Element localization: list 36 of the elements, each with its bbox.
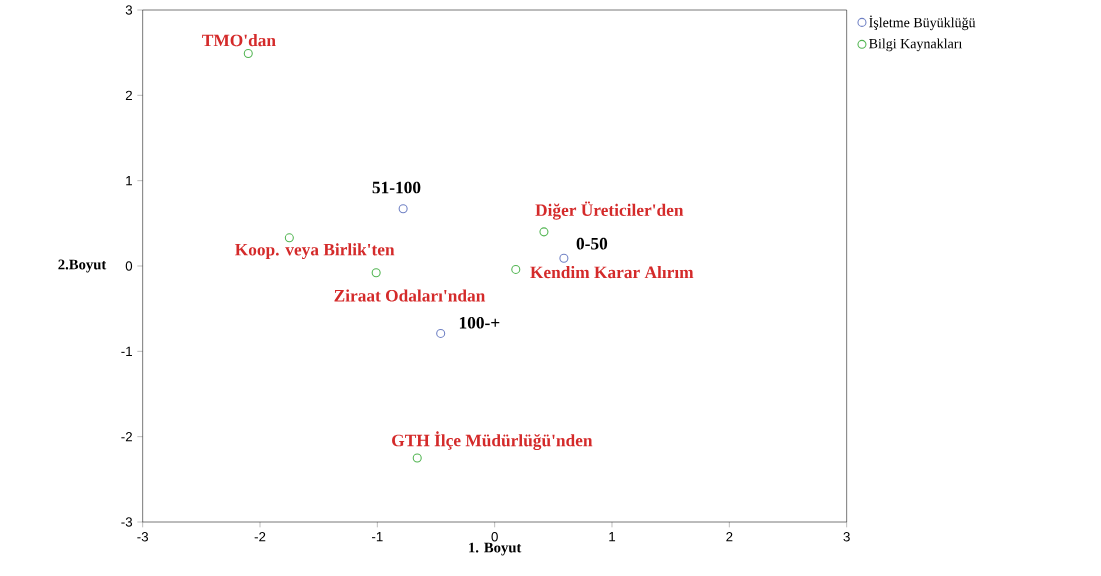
y-tick-label: 3 — [125, 5, 133, 15]
y-tick-label: 1 — [126, 176, 132, 186]
y-tick-label: -1 — [121, 346, 132, 356]
x-tick-label: 2 — [726, 532, 733, 542]
x-tick-label: -1 — [371, 532, 383, 542]
annotation: 0-50 — [576, 237, 608, 250]
y-tick-label: 0 — [125, 261, 133, 271]
point — [436, 328, 446, 338]
annotation: 51-100 — [372, 181, 421, 194]
point — [559, 253, 569, 263]
annotation: GTH İlçe Müdürlüğü'nden — [392, 431, 593, 451]
x-tick-label: 3 — [843, 532, 850, 542]
x-axis-title: 1. Boyut — [469, 542, 522, 556]
annotation: Diğer Üreticiler'den — [535, 201, 684, 220]
x-tick-label: 1 — [609, 532, 616, 542]
point — [539, 227, 549, 237]
point — [412, 453, 422, 463]
x-tick-label: 0 — [491, 532, 498, 542]
annotation: Kendim Karar Alırım — [530, 265, 694, 279]
y-axis-title: 2.Boyut — [58, 259, 107, 273]
y-tick-label: -3 — [121, 517, 133, 527]
x-tick-label: -3 — [137, 532, 149, 542]
annotation: Ziraat Odaları'ndan — [334, 289, 486, 302]
point — [398, 204, 408, 214]
x-tick-label: -2 — [254, 532, 266, 542]
annotation: 100-+ — [459, 316, 500, 329]
point — [284, 233, 294, 243]
y-tick-label: -2 — [121, 432, 132, 442]
legend-label: Bilgi Kaynakları — [869, 38, 963, 52]
legend-label: İşletme Büyüklüğü — [869, 15, 976, 31]
annotation: TMO'dan — [202, 34, 276, 47]
point — [243, 48, 253, 59]
annotation: Koop. veya Birlik'ten — [235, 243, 395, 260]
y-tick-label: 2 — [125, 90, 132, 100]
point — [371, 268, 381, 278]
point — [511, 264, 521, 274]
